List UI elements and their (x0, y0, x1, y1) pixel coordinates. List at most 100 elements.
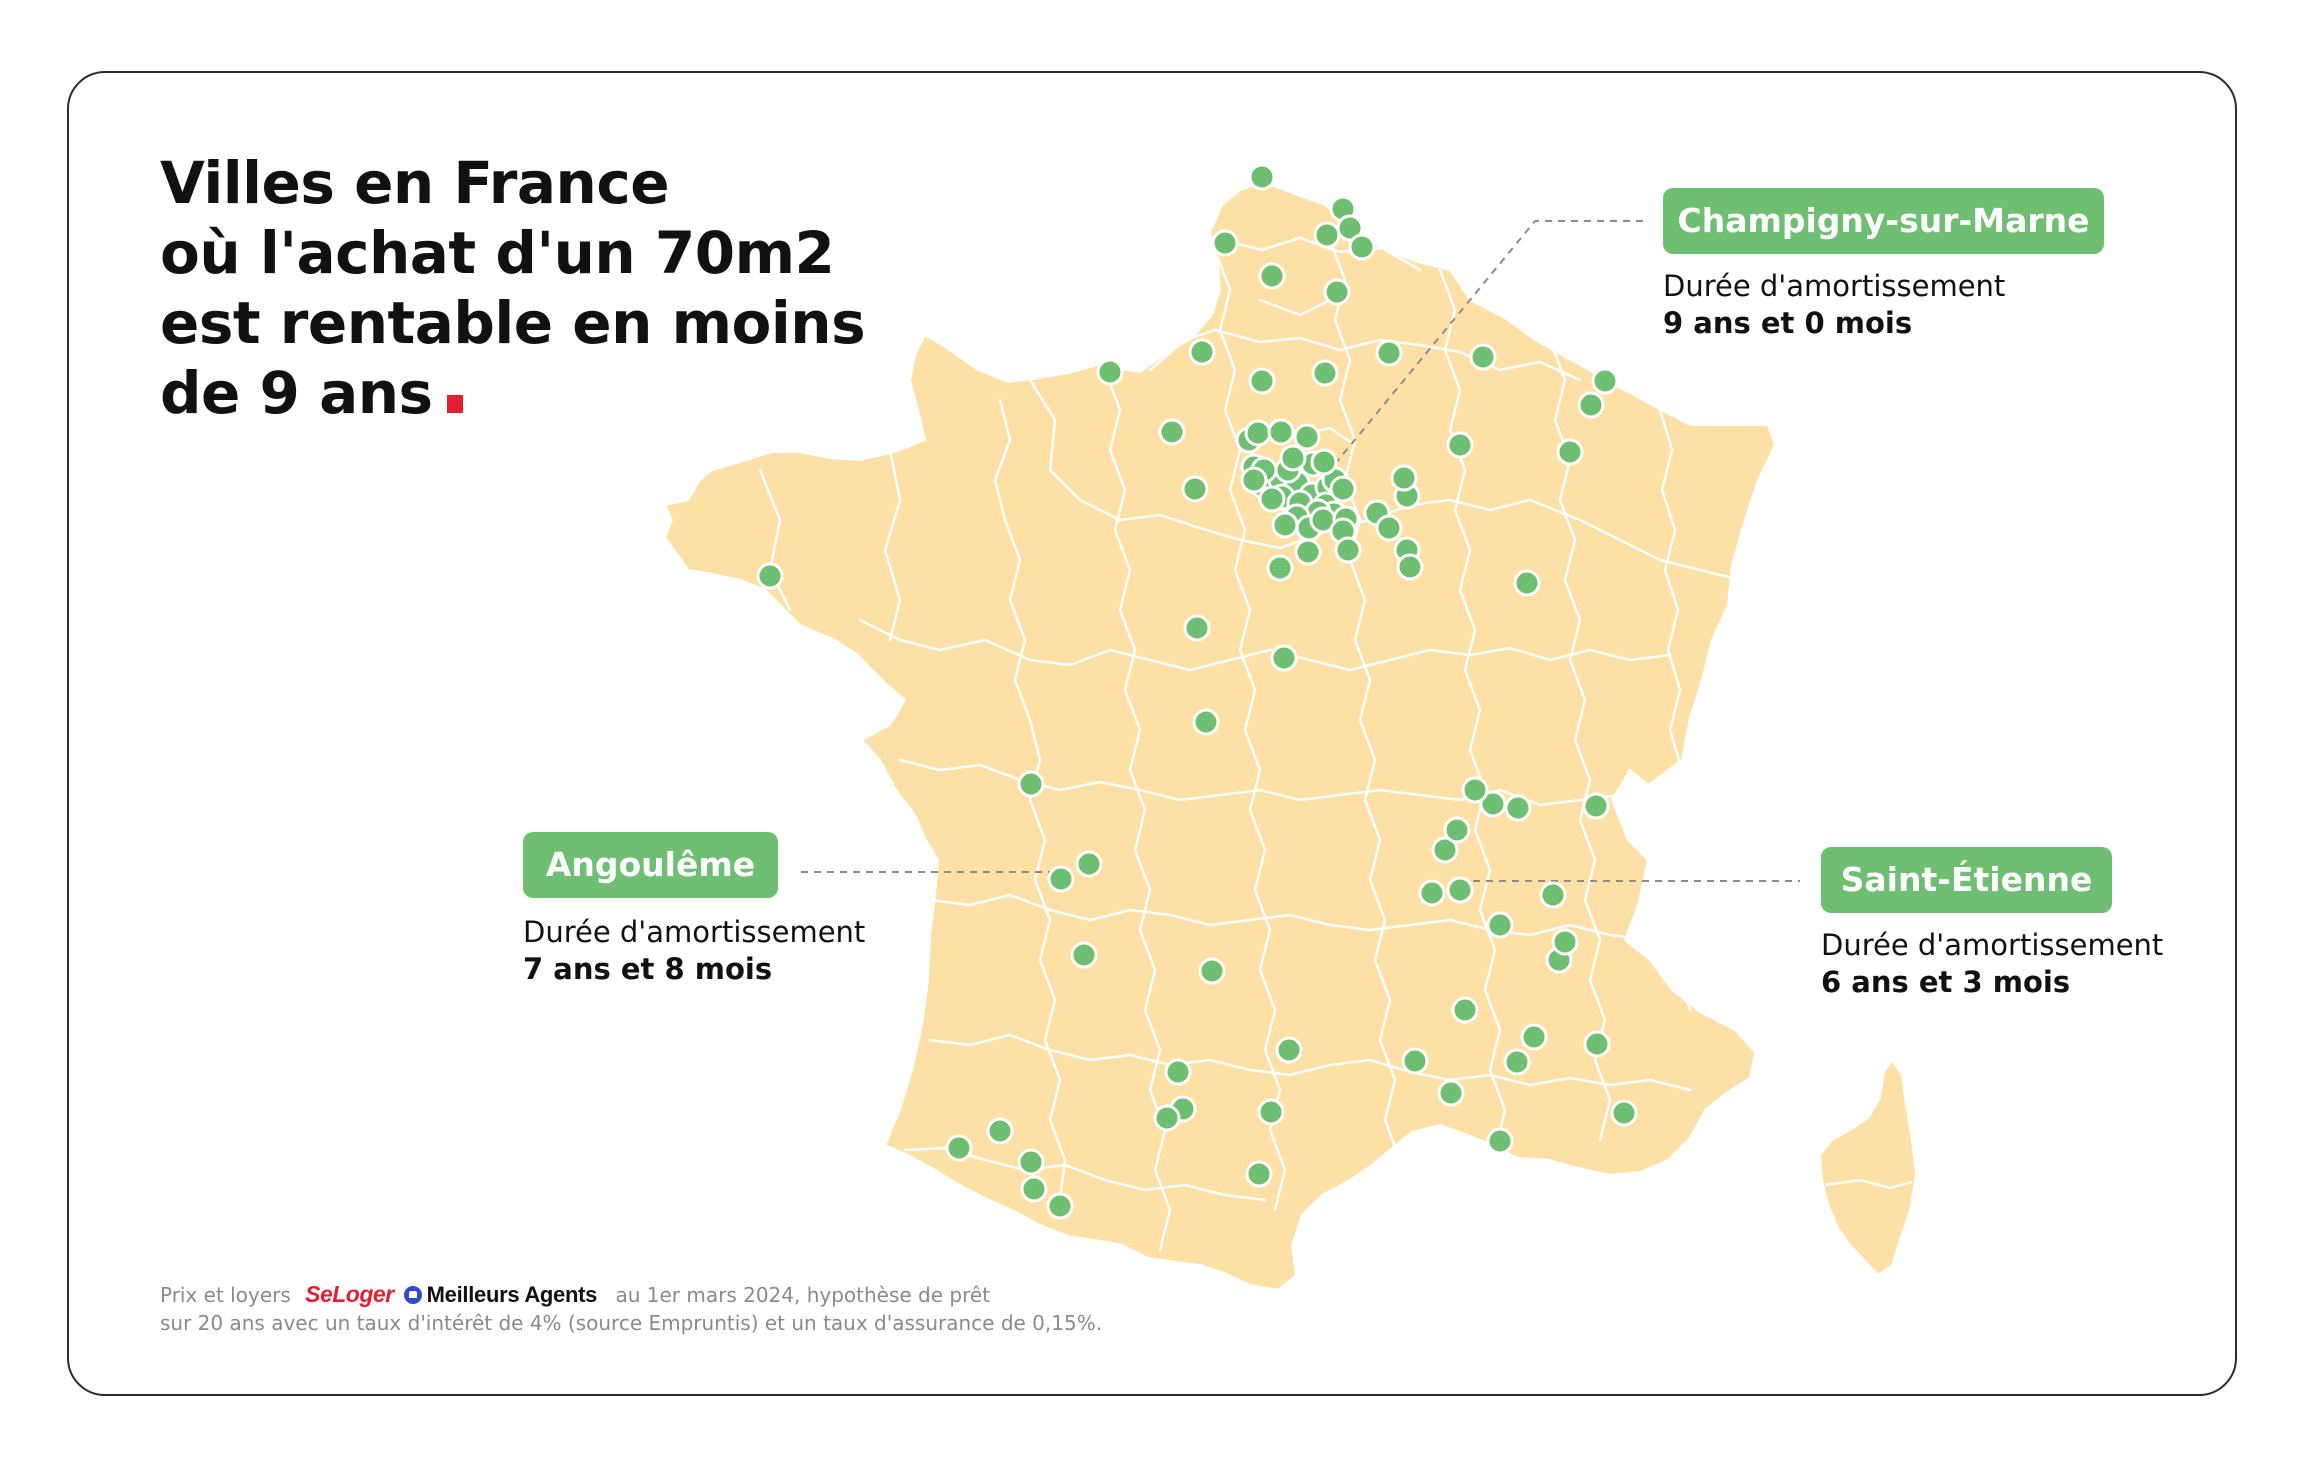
city-marker (1513, 569, 1541, 597)
city-marker (1275, 1036, 1303, 1064)
city-marker (1486, 911, 1514, 939)
city-marker (1446, 431, 1474, 459)
city-marker (1334, 536, 1362, 564)
city-marker (1257, 1098, 1285, 1126)
city-marker (1158, 418, 1186, 446)
city-marker (1311, 359, 1339, 387)
city-markers (756, 163, 1638, 1220)
footnote-suffix: au 1er mars 2024, hypothèse de prêt (615, 1283, 991, 1307)
title-line: est rentable en moins (160, 289, 866, 357)
city-name: Saint-Étienne (1840, 860, 2093, 899)
city-marker (1323, 278, 1351, 306)
callout-value: 7 ans et 8 mois (523, 952, 773, 986)
city-marker (1610, 1099, 1638, 1127)
city-marker (1401, 1047, 1429, 1075)
city-marker (1188, 338, 1216, 366)
city-marker (1070, 941, 1098, 969)
city-marker (1266, 554, 1294, 582)
city-marker (1164, 1058, 1192, 1086)
city-marker (1198, 957, 1226, 985)
city-marker (1248, 367, 1276, 395)
city-marker (1046, 1192, 1074, 1220)
city-marker (1577, 391, 1605, 419)
city-marker (1313, 221, 1341, 249)
callout-saint-etienne: Durée d'amortissement 6 ans et 3 mois (1821, 927, 2163, 1001)
city-marker (986, 1117, 1014, 1145)
map-mainland (663, 180, 1777, 1292)
city-marker (1271, 511, 1299, 539)
city-marker (1017, 1148, 1045, 1176)
callout-label: Durée d'amortissement (523, 915, 866, 949)
city-marker (1375, 339, 1403, 367)
city-badge-champigny: Champigny-sur-Marne (1663, 188, 2104, 254)
city-marker (1020, 1175, 1048, 1203)
city-marker (1504, 794, 1532, 822)
city-marker (1451, 996, 1479, 1024)
city-marker (1443, 816, 1471, 844)
city-marker (1520, 1023, 1548, 1051)
city-marker (1583, 1030, 1611, 1058)
title-line-text: de 9 ans (160, 359, 433, 427)
city-marker (1310, 448, 1338, 476)
title-line-last: de 9 ans (160, 358, 880, 428)
red-square-icon (446, 395, 463, 413)
city-marker (1258, 485, 1286, 513)
city-marker (756, 562, 784, 590)
leader-lines (801, 220, 1800, 882)
city-marker (1591, 367, 1619, 395)
city-marker (1244, 419, 1272, 447)
city-marker (1539, 881, 1567, 909)
city-marker (1469, 343, 1497, 371)
callout-angouleme: Durée d'amortissement 7 ans et 8 mois (523, 914, 865, 988)
city-marker (1551, 928, 1579, 956)
city-marker (1294, 538, 1322, 566)
city-marker (1096, 358, 1124, 386)
city-marker (1192, 708, 1220, 736)
city-marker (1183, 614, 1211, 642)
callout-value: 9 ans et 0 mois (1663, 306, 1913, 340)
city-marker (1503, 1048, 1531, 1076)
city-marker (1258, 262, 1286, 290)
city-marker (1431, 836, 1459, 864)
callout-champigny: Durée d'amortissement 9 ans et 0 mois (1663, 268, 2005, 342)
footnote-line-2: sur 20 ans avec un taux d'intérêt de 4% … (160, 1311, 1103, 1335)
city-marker (1075, 850, 1103, 878)
callout-label: Durée d'amortissement (1821, 928, 2164, 962)
city-marker (1047, 865, 1075, 893)
corsica-shape (1818, 1058, 1918, 1277)
seloger-logo: SeLoger (305, 1281, 394, 1307)
mainland-shape (663, 180, 1777, 1292)
city-marker (1479, 790, 1507, 818)
city-marker (1418, 879, 1446, 907)
city-marker (1486, 1127, 1514, 1155)
city-name: Champigny-sur-Marne (1677, 201, 2090, 240)
city-marker (1211, 229, 1239, 257)
meilleurs-agents-icon (403, 1286, 422, 1304)
city-marker (1293, 423, 1321, 451)
city-marker (1375, 514, 1403, 542)
city-marker (1329, 475, 1357, 503)
city-marker (1245, 1160, 1273, 1188)
city-marker (1556, 438, 1584, 466)
city-marker (1248, 163, 1276, 191)
city-marker (945, 1134, 973, 1162)
city-marker (1153, 1104, 1181, 1132)
city-badge-saint-etienne: Saint-Étienne (1821, 847, 2112, 913)
city-marker (1240, 466, 1268, 494)
city-name: Angoulême (545, 845, 756, 884)
title-line: Villes en France (160, 149, 670, 217)
city-marker (1396, 553, 1424, 581)
city-marker (1437, 1079, 1465, 1107)
city-marker (1267, 418, 1295, 446)
callout-value: 6 ans et 3 mois (1821, 965, 2071, 999)
city-marker (1279, 444, 1307, 472)
footnote: Prix et loyers SeLoger Meilleurs Agents a… (160, 1280, 1102, 1337)
title-line: où l'achat d'un 70m2 (160, 219, 835, 287)
city-marker (1017, 770, 1045, 798)
city-marker (1582, 792, 1610, 820)
city-marker (1461, 776, 1489, 804)
page-title: Villes en France où l'achat d'un 70m2 es… (160, 148, 880, 428)
city-badge-angouleme: Angoulême (523, 832, 778, 898)
footnote-prefix: Prix et loyers (160, 1283, 291, 1307)
